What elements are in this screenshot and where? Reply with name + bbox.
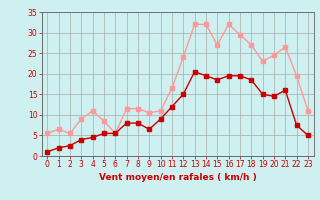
- X-axis label: Vent moyen/en rafales ( km/h ): Vent moyen/en rafales ( km/h ): [99, 173, 256, 182]
